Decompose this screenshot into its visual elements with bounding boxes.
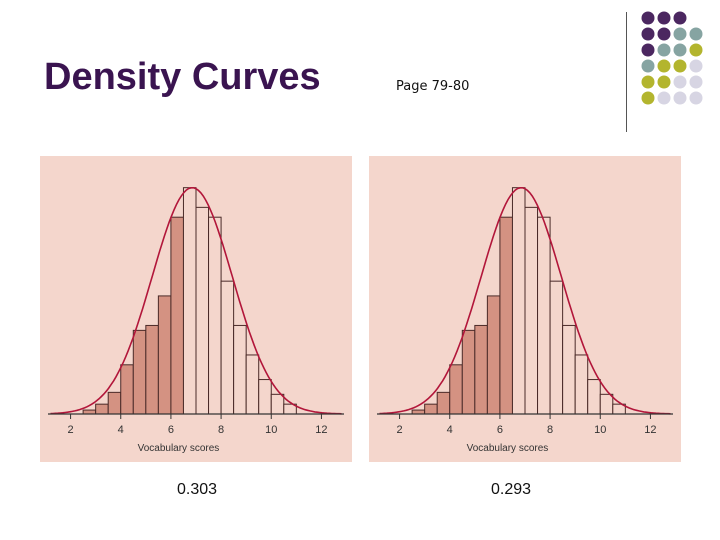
decor-dot: [641, 75, 655, 89]
decor-dot: [673, 91, 687, 105]
x-tick-label: 6: [168, 424, 174, 436]
histogram-bar: [132, 329, 147, 415]
histogram-bar: [461, 329, 476, 415]
decorative-divider: [626, 12, 627, 132]
histogram-bar: [233, 324, 247, 415]
caption-left-area: 0.303: [176, 481, 218, 498]
x-tick-label: 6: [497, 424, 503, 436]
decor-dot: [673, 27, 687, 41]
histogram-bar: [270, 393, 285, 415]
histogram-bar: [120, 364, 134, 415]
decor-dot: [641, 11, 655, 25]
decor-dot: [673, 43, 687, 57]
histogram-bar: [157, 295, 172, 415]
vocabulary-histogram-right: 2 4 6 8 10 12 Vocabulary scores: [369, 156, 681, 462]
histogram-bar: [537, 216, 551, 415]
histogram-bar: [499, 216, 513, 415]
histogram-bar: [182, 187, 197, 415]
histogram-panel-left: 2 4 6 8 10 12 Vocabulary scores: [40, 156, 352, 462]
x-tick-label: 8: [218, 424, 224, 436]
x-tick-label: 12: [644, 424, 656, 436]
x-tick-label: 4: [118, 424, 124, 436]
histogram-bar: [424, 403, 438, 415]
decor-dot: [657, 75, 671, 89]
histogram-bar: [170, 216, 184, 415]
decor-dot: [641, 43, 655, 57]
decor-dot: [689, 43, 703, 57]
x-tick-label: 2: [397, 424, 403, 436]
decor-dot: [657, 11, 671, 25]
histogram-bar: [574, 354, 589, 415]
caption-right-area: 0.293: [490, 481, 532, 498]
x-axis-label: Vocabulary scores: [138, 443, 220, 454]
decor-dot: [641, 59, 655, 73]
decor-dot: [689, 91, 703, 105]
density-curve: [50, 187, 342, 415]
histogram-bar: [95, 403, 109, 415]
decor-dot: [657, 43, 671, 57]
x-tick-label: 2: [68, 424, 74, 436]
page-reference: Page 79-80: [396, 79, 470, 94]
x-tick-label: 10: [265, 424, 277, 436]
histogram-bar: [107, 391, 122, 415]
decor-dot: [689, 59, 703, 73]
histogram-bar: [449, 364, 463, 415]
histogram-bar: [524, 206, 539, 415]
histogram-bar: [195, 206, 210, 415]
density-curve: [379, 187, 671, 415]
histogram-bar: [511, 187, 526, 415]
vocabulary-histogram-left: 2 4 6 8 10 12 Vocabulary scores: [40, 156, 352, 462]
decor-dot: [657, 59, 671, 73]
histogram-bar: [474, 324, 488, 415]
decor-dot: [673, 59, 687, 73]
slide-title: Density Curves: [44, 56, 321, 98]
decorative-dot-grid: [641, 11, 703, 105]
decor-dot: [689, 75, 703, 89]
decor-dot: [673, 11, 687, 25]
x-tick-label: 4: [447, 424, 453, 436]
decor-dot: [673, 75, 687, 89]
x-tick-label: 12: [315, 424, 327, 436]
decor-dot: [657, 27, 671, 41]
x-tick-label: 10: [594, 424, 606, 436]
decor-dot: [689, 27, 703, 41]
x-tick-label: 8: [547, 424, 553, 436]
decor-dot: [641, 27, 655, 41]
histogram-bar: [245, 354, 260, 415]
histogram-bar: [208, 216, 222, 415]
histogram-panel-right: 2 4 6 8 10 12 Vocabulary scores: [369, 156, 681, 462]
histogram-bar: [562, 324, 576, 415]
decor-dot: [641, 91, 655, 105]
histogram-bar: [549, 280, 564, 415]
histogram-bar: [258, 379, 272, 415]
histogram-bar: [220, 280, 235, 415]
histogram-bar: [599, 393, 614, 415]
histogram-bar: [486, 295, 501, 415]
histogram-bar: [587, 379, 601, 415]
decor-dot: [657, 91, 671, 105]
x-axis-label: Vocabulary scores: [467, 443, 549, 454]
histogram-bar: [145, 324, 159, 415]
histogram-bar: [436, 391, 451, 415]
